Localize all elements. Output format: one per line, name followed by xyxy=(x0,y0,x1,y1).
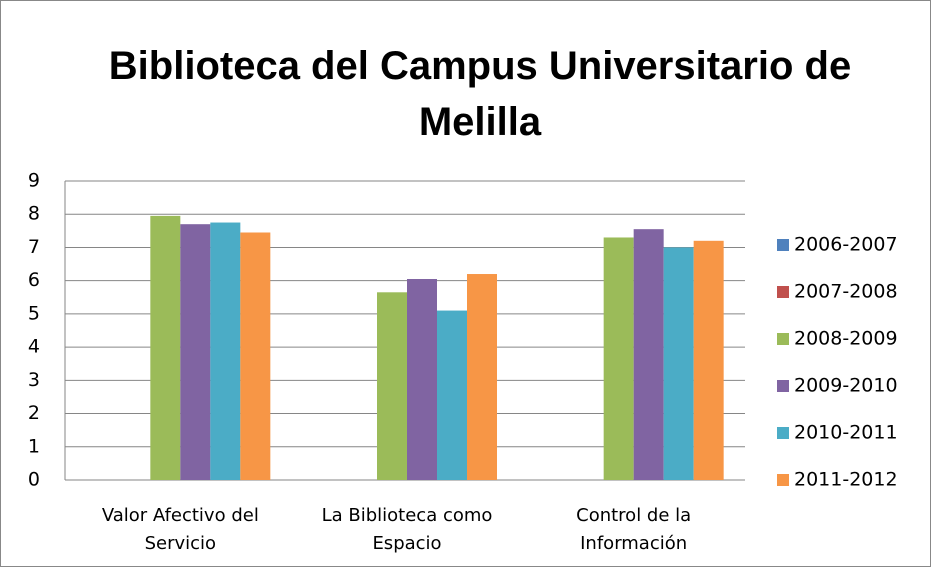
legend-swatch xyxy=(777,286,789,298)
bar xyxy=(467,274,497,480)
y-tick-label: 3 xyxy=(28,369,40,391)
bar xyxy=(437,310,467,480)
legend-swatch xyxy=(777,427,789,439)
legend-label: 2011-2012 xyxy=(794,469,898,491)
bar xyxy=(180,224,211,480)
y-tick-label: 4 xyxy=(28,336,40,358)
bar xyxy=(693,240,724,480)
bar xyxy=(210,222,241,480)
bar xyxy=(633,229,664,480)
bar xyxy=(240,232,271,480)
legend-label: 2008-2009 xyxy=(794,328,898,350)
legend-swatch xyxy=(777,380,789,392)
y-tick-label: 0 xyxy=(28,469,40,491)
legend-swatch xyxy=(777,239,789,251)
legend-swatch xyxy=(777,474,789,486)
y-tick-label: 8 xyxy=(28,203,40,225)
y-tick-label: 5 xyxy=(28,302,40,324)
x-tick-label: Control de la Información xyxy=(576,505,692,554)
y-tick-label: 9 xyxy=(28,170,40,192)
y-tick-label: 2 xyxy=(28,402,40,424)
bar xyxy=(663,247,694,480)
y-tick-label: 6 xyxy=(28,269,40,291)
y-tick-label: 7 xyxy=(28,236,40,258)
bar xyxy=(407,279,437,480)
legend-swatch xyxy=(777,333,789,345)
legend-label: 2006-2007 xyxy=(794,234,898,256)
bar xyxy=(150,215,181,480)
y-tick-label: 1 xyxy=(28,435,40,457)
legend-label: 2009-2010 xyxy=(794,375,898,397)
x-tick-label: Valor Afectivo del Servicio xyxy=(101,505,259,554)
legend-label: 2010-2011 xyxy=(794,422,898,444)
x-tick-label: La Biblioteca como Espacio xyxy=(321,505,493,554)
bar xyxy=(377,292,407,480)
chart-title: Biblioteca del Campus Universitario de M… xyxy=(108,44,852,144)
bar xyxy=(603,237,634,480)
legend-label: 2007-2008 xyxy=(794,281,898,303)
